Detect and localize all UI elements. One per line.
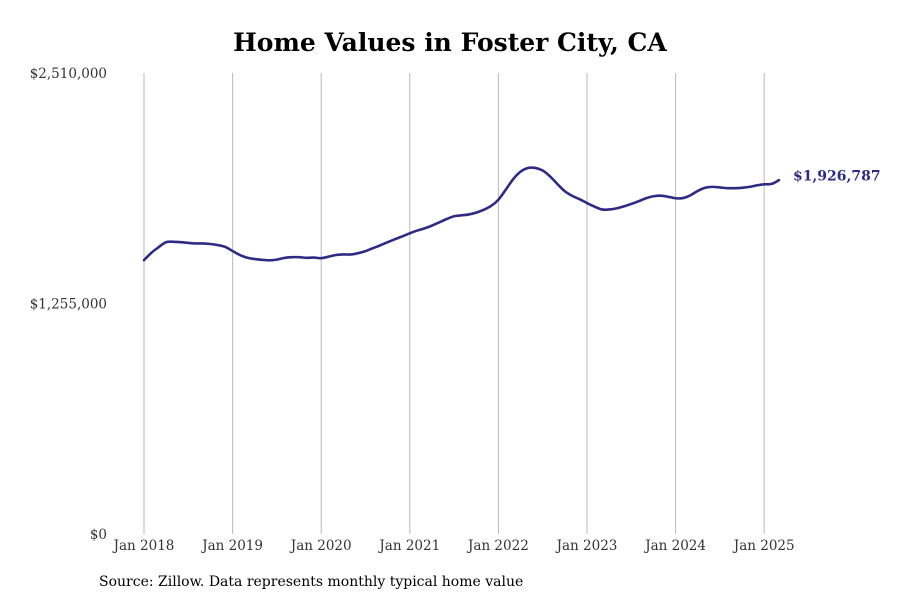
y-tick-label: $1,255,000 [30,297,107,313]
x-tick-label: Jan 2024 [643,538,706,554]
x-tick-label: Jan 2018 [112,538,175,554]
y-axis-labels: $0 $1,255,000 $2,510,000 [30,66,107,543]
chart-title: Home Values in Foster City, CA [233,28,667,57]
source-note: Source: Zillow. Data represents monthly … [99,574,524,590]
y-tick-label: $0 [90,527,107,543]
end-value-label: $1,926,787 [793,169,881,185]
series-layer: $1,926,787 [142,166,881,262]
x-tick-label: Jan 2025 [732,538,795,554]
series-line [142,166,781,262]
x-tick-label: Jan 2021 [377,538,440,554]
x-tick-label: Jan 2023 [555,538,618,554]
x-axis-labels: Jan 2018 Jan 2019 Jan 2020 Jan 2021 Jan 2022… [112,538,795,554]
x-tick-label: Jan 2022 [466,538,529,554]
grid-lines [143,73,765,534]
x-tick-label: Jan 2019 [200,538,263,554]
y-tick-label: $2,510,000 [30,66,107,82]
x-tick-label: Jan 2020 [289,538,352,554]
